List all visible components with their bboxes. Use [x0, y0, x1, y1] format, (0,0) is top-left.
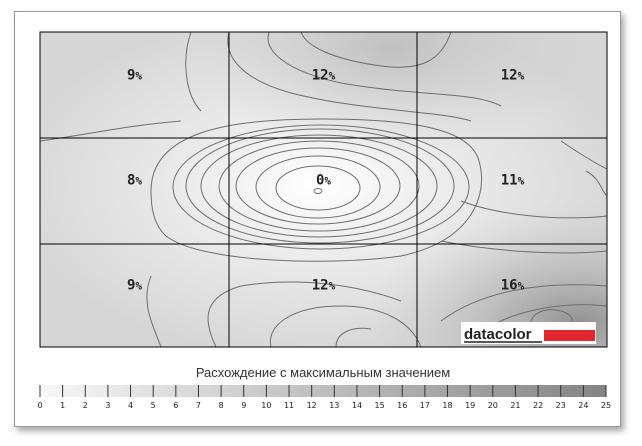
scale-tick-label: 0 [37, 401, 42, 410]
scale-tick-label: 1 [60, 401, 65, 410]
scale-tick-label: 15 [375, 401, 385, 410]
contour-line [560, 140, 607, 170]
contour-line [146, 275, 162, 347]
cell-value-label: 16% [501, 277, 525, 293]
scale-gradient [40, 385, 606, 397]
scale-tick-label: 22 [533, 401, 543, 410]
contour-line [275, 165, 361, 211]
scale-tick-label: 3 [105, 401, 110, 410]
contour-line [235, 147, 401, 225]
contour-line [267, 32, 502, 107]
contour-line [335, 327, 372, 347]
scale-caption: Расхождение с максимальным значением [196, 365, 450, 380]
heatmap-background [40, 32, 607, 347]
scale-tick-label: 2 [83, 401, 88, 410]
contour-line [585, 170, 607, 197]
cell-value-label: 0% [316, 172, 331, 188]
scale-tick-label: 21 [510, 401, 520, 410]
scale-tick-label: 8 [219, 401, 224, 410]
cell-value-label: 9% [127, 277, 142, 293]
contour-line [227, 32, 472, 122]
contour-line [460, 200, 607, 219]
chart-frame: 9% 12% 12% 8% 0% 11% 9% 12% 16% datacolor Расхож… [14, 11, 621, 427]
contour-line [172, 124, 470, 250]
scale-tick-label: 13 [329, 401, 339, 410]
contour-line [200, 134, 438, 238]
scale-tick-label: 18 [442, 401, 452, 410]
cell-labels: 9% 12% 12% 8% 0% 11% 9% 12% 16% [127, 67, 525, 293]
scale-tick-label: 19 [465, 401, 475, 410]
scale-tick-label: 12 [307, 401, 317, 410]
scale-tick-label: 5 [151, 401, 156, 410]
contour-line [185, 128, 455, 244]
contour-line [300, 32, 452, 68]
cell-value-label: 9% [127, 67, 142, 83]
cell-value-label: 11% [501, 172, 525, 188]
scale-tick-label: 14 [352, 401, 362, 410]
color-scale: 0 1 2 3 4 5 6 7 8 9 10 11 12 13 14 15 16 17 18 19 20 21 22 23 24… [37, 385, 611, 410]
grid-lines [39, 31, 608, 348]
cell-value-label: 8% [127, 172, 142, 188]
scale-tick-label: 11 [284, 401, 294, 410]
scale-tick-label: 16 [397, 401, 407, 410]
contour-line [207, 281, 402, 347]
scale-tick-label: 6 [173, 401, 178, 410]
contour-line [255, 155, 381, 219]
scale-tick-label: 10 [261, 401, 271, 410]
scale-tick-label: 9 [241, 401, 246, 410]
scale-tick-label: 25 [601, 401, 611, 410]
svg-text:datacolor: datacolor [464, 326, 532, 343]
plot-border [39, 31, 608, 348]
contour-line [313, 188, 323, 194]
scale-tick-label: 17 [420, 401, 430, 410]
contour-line [218, 140, 420, 232]
scale-tick-label: 4 [128, 401, 133, 410]
cell-value-label: 12% [501, 67, 525, 83]
contour-line [269, 305, 422, 347]
scale-tick-label: 23 [556, 401, 566, 410]
scale-tick-label: 20 [488, 401, 498, 410]
cell-value-label: 12% [312, 67, 336, 83]
cell-value-label: 12% [312, 277, 336, 293]
datacolor-logo: datacolor [461, 322, 596, 344]
contour-line [40, 120, 182, 142]
scale-tick-label: 24 [578, 401, 588, 410]
contour-line [185, 32, 202, 112]
contour-line [440, 284, 607, 322]
scale-tick-label: 7 [196, 401, 201, 410]
